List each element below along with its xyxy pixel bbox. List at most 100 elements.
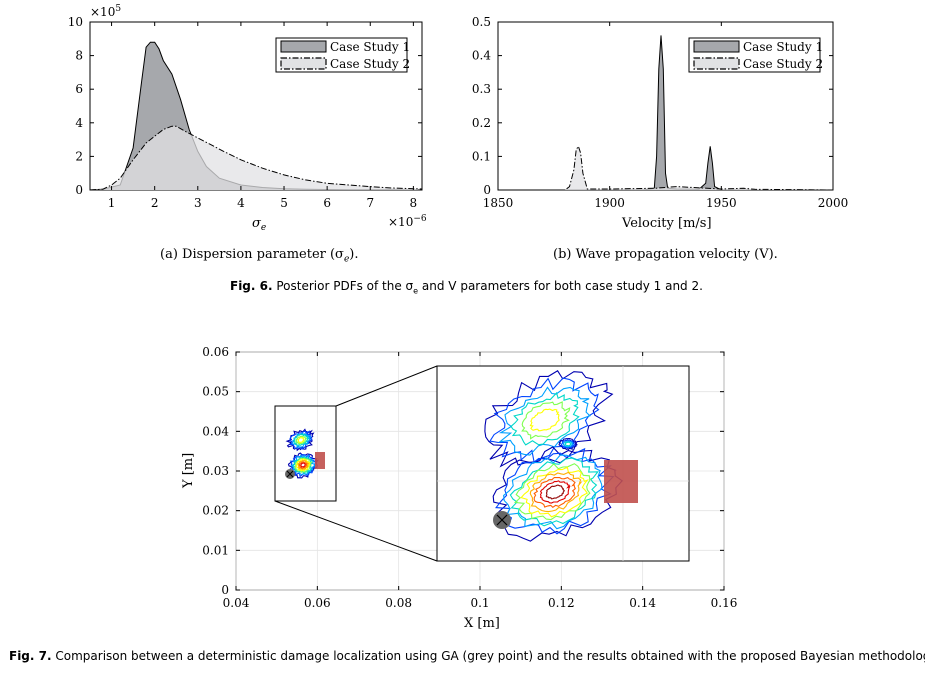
- contour-line: [497, 386, 591, 456]
- panel-a-y-tick-label: 2: [75, 149, 83, 163]
- panel-a-y-tick-label: 10: [68, 15, 83, 29]
- panel-a-y-tick-label: 0: [75, 183, 83, 197]
- panel-b-y-tick-label: 0.5: [472, 15, 491, 29]
- inset-contour-plot: [484, 370, 624, 542]
- contour-line: [533, 476, 576, 508]
- contour-line: [295, 458, 311, 472]
- figure7-x-tick-label: 0.16: [711, 596, 738, 610]
- panel-a-x-tick-label: 4: [237, 196, 245, 210]
- figure7-x-tick-label: 0.06: [304, 596, 331, 610]
- figure7-x-tick-label: 0.14: [629, 596, 656, 610]
- small-contour-plot: [285, 428, 319, 479]
- panel-a-x-tick-label: 3: [194, 196, 202, 210]
- legend-label-case2: Case Study 2: [743, 57, 823, 71]
- panel-a-x-exponent: ×10−6: [388, 214, 427, 229]
- figure7-y-label: Y [m]: [181, 453, 196, 489]
- legend-label-case1: Case Study 1: [743, 40, 823, 54]
- panel-b-ticks: 1850 1900 1950 2000 0 0.1 0.2 0.3 0.4 0.5: [472, 15, 848, 210]
- figure7-y-tick-label: 0.02: [202, 504, 229, 518]
- contour-line: [558, 437, 578, 451]
- zoom-connector-top: [335, 365, 438, 407]
- panel-a-area-2: [90, 126, 422, 190]
- panel-a-x-tick-label: 6: [323, 196, 331, 210]
- panel-a-subcaption: (a) Dispersion parameter (σe).: [160, 247, 359, 265]
- figure7-y-tick-label: 0.05: [202, 385, 229, 399]
- figure7-y-tick-label: 0.01: [202, 543, 229, 557]
- panel-b-y-tick-label: 0: [483, 183, 491, 197]
- panel-a-areas: [89, 41, 423, 191]
- contour-line: [285, 428, 315, 452]
- panel-b-x-tick-label: 1950: [706, 196, 737, 210]
- panel-a-x-tick-label: 8: [410, 196, 418, 210]
- panel-a-x-label: σe: [252, 216, 266, 233]
- contour-line: [564, 441, 573, 447]
- contour-line: [295, 435, 308, 446]
- contour-line: [293, 433, 310, 447]
- panel-b-areas: [498, 35, 834, 191]
- panel-a-ticks: 1 2 3 4 5 6 7 8 0 2 4 6 8 10: [68, 15, 422, 210]
- figure7-x-tick-label: 0.08: [385, 596, 412, 610]
- figure6-caption: Fig. 6. Posterior PDFs of the σe and V p…: [230, 279, 703, 296]
- panel-b-y-tick-label: 0.1: [472, 149, 491, 163]
- contour-line: [289, 453, 317, 478]
- contour-line: [521, 401, 571, 440]
- panel-a-x-tick-label: 7: [366, 196, 374, 210]
- panel-b-y-tick-label: 0.2: [472, 116, 491, 130]
- panel-b-y-tick-label: 0.3: [472, 82, 491, 96]
- contour-line: [520, 466, 589, 518]
- panel-b-x-tick-label: 1850: [483, 196, 514, 210]
- ga-point-small-cross: [286, 470, 294, 478]
- contour-line: [510, 391, 580, 446]
- ga-point-inset-cross: [496, 514, 508, 526]
- panel-a-legend: Case Study 1 Case Study 2: [275, 37, 410, 73]
- legend-swatch-case1: [280, 40, 327, 53]
- legend-label-case1: Case Study 1: [330, 40, 410, 54]
- panel-a-x-tick-label: 2: [151, 196, 159, 210]
- contour-line: [562, 440, 574, 448]
- damage-region-inset: [604, 460, 638, 503]
- panel-a-y-exponent: ×105: [90, 4, 121, 19]
- contour-line: [495, 447, 615, 535]
- legend-swatch-case2: [280, 57, 327, 70]
- figure7-x-tick-label: 0.04: [223, 596, 250, 610]
- contour-line: [291, 432, 312, 449]
- figure7-ticks: 0.04 0.06 0.08 0.1 0.12 0.14 0.16 0 0.01 0.02 0.03…: [202, 345, 737, 610]
- contour-line: [489, 377, 600, 464]
- contour-line: [529, 471, 583, 513]
- contour-line: [300, 462, 306, 468]
- figure7-x-tick-label: 0.12: [548, 596, 575, 610]
- legend-label-case2: Case Study 2: [330, 57, 410, 71]
- contour-line: [513, 463, 592, 521]
- legend-swatch-case1: [693, 40, 740, 53]
- contour-line: [492, 446, 624, 542]
- panel-b-legend: Case Study 1 Case Study 2: [688, 37, 823, 73]
- contour-line: [297, 436, 305, 443]
- panel-b-x-label: Velocity [m/s]: [621, 216, 712, 231]
- panel-b-subcaption: (b) Wave propagation velocity (V).: [553, 247, 778, 262]
- contour-line: [298, 461, 308, 469]
- contour-line: [539, 480, 571, 504]
- legend-swatch-case2: [693, 57, 740, 70]
- panel-b-line-2: [498, 145, 834, 191]
- contour-line: [484, 370, 614, 468]
- panel-b-x-tick-label: 2000: [818, 196, 849, 210]
- panel-b-y-tick-label: 0.4: [472, 49, 491, 63]
- zoom-box-small: [274, 405, 337, 502]
- panel-a-y-tick-label: 6: [75, 82, 83, 96]
- contour-line: [545, 484, 565, 500]
- contour-line: [560, 438, 576, 449]
- panel-a-y-tick-label: 8: [75, 49, 83, 63]
- contour-line: [509, 457, 599, 527]
- panel-a-plot: 1 2 3 4 5 6 7 8 0 2 4 6 8 10 ×105 ×10−6 σe Case Study…: [68, 4, 427, 233]
- figure7-y-tick-label: 0.04: [202, 424, 229, 438]
- contour-line: [292, 456, 314, 475]
- figure7-x-label: X [m]: [464, 616, 500, 631]
- figure7-y-tick-label: 0.06: [202, 345, 229, 359]
- zoom-connector-bottom: [274, 500, 438, 562]
- panel-a-y-tick-label: 4: [75, 116, 83, 130]
- panel-a-x-tick-label: 5: [280, 196, 288, 210]
- damage-region-small: [315, 452, 325, 469]
- panel-a-line-2: [89, 125, 423, 191]
- figure7-y-tick-label: 0: [221, 583, 229, 597]
